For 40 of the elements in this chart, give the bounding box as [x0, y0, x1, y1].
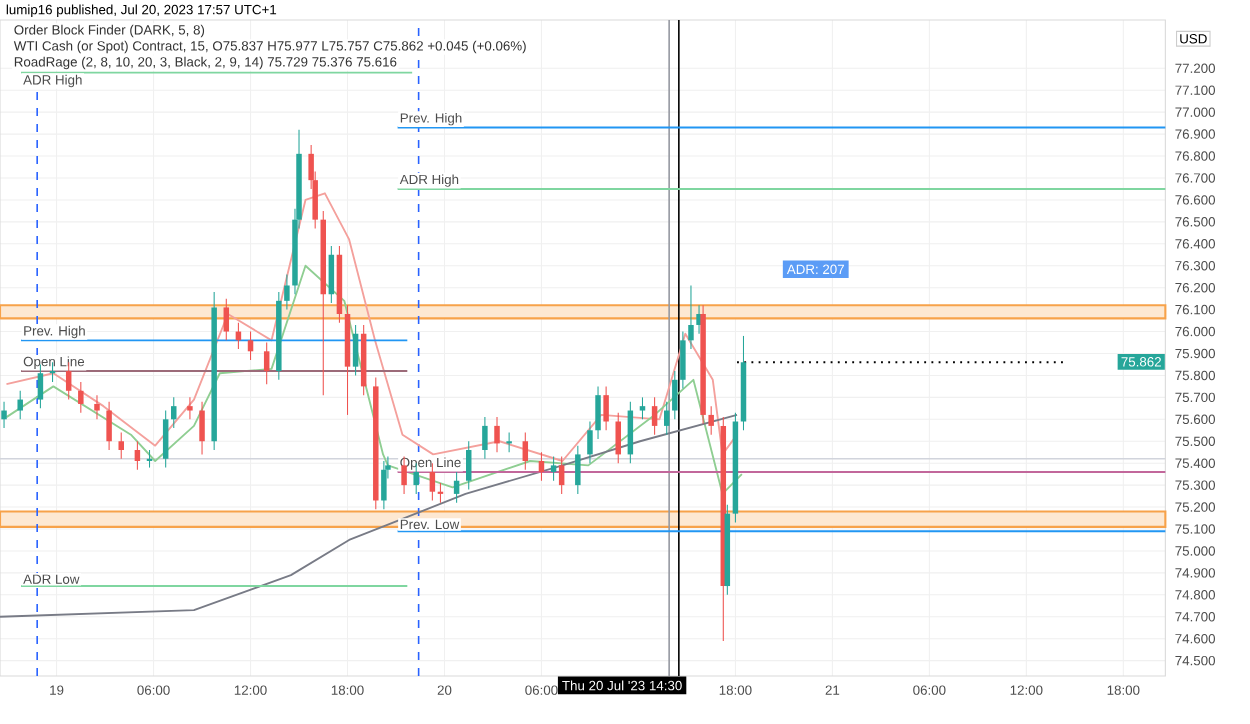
- candlestick: [538, 451, 545, 482]
- candlestick: [465, 440, 472, 491]
- candlestick: [587, 420, 593, 464]
- candlestick: [615, 412, 621, 464]
- candlestick: [550, 456, 557, 482]
- candlestick: [247, 331, 254, 361]
- candlestick: [672, 370, 678, 420]
- candlestick: [453, 471, 460, 504]
- candlestick: [429, 462, 436, 502]
- candlestick: [263, 341, 270, 385]
- candlestick: [162, 409, 169, 469]
- candlestick: [78, 381, 84, 414]
- candlestick: [199, 401, 205, 455]
- candlestick: [187, 396, 193, 420]
- candlestick: [651, 396, 658, 436]
- candlestick: [558, 456, 565, 495]
- candlestick: [575, 445, 581, 495]
- candlestick: [680, 331, 686, 390]
- candlestick: [1, 401, 7, 429]
- candlestick: [506, 431, 512, 453]
- candlestick: [603, 385, 609, 431]
- candlestick: [639, 396, 646, 420]
- candlestick: [708, 405, 714, 436]
- candlestick: [94, 394, 100, 420]
- candlestick: [284, 273, 290, 311]
- candlestick: [688, 284, 694, 350]
- candlestick: [328, 245, 335, 304]
- candlestick: [118, 431, 124, 460]
- candlestick: [522, 431, 529, 471]
- line-series: [0, 413, 738, 618]
- candlestick: [352, 324, 359, 376]
- candlestick: [381, 460, 387, 510]
- candlestick: [171, 396, 177, 429]
- candlestick: [482, 416, 488, 460]
- candlestick: [494, 416, 500, 453]
- candlestick: [595, 385, 601, 440]
- candlestick: [17, 390, 23, 420]
- candlestick: [223, 298, 230, 341]
- candlestick: [106, 401, 112, 451]
- candlestick: [134, 440, 141, 471]
